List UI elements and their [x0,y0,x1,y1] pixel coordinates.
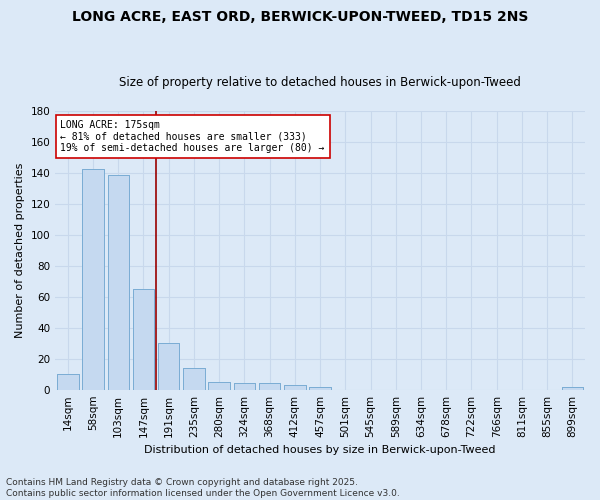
Bar [183,368,205,390]
Title: Size of property relative to detached houses in Berwick-upon-Tweed: Size of property relative to detached ho… [119,76,521,90]
Bar [310,386,331,390]
Bar [208,382,230,390]
Bar [259,384,280,390]
Bar [208,382,230,390]
Text: Contains HM Land Registry data © Crown copyright and database right 2025.
Contai: Contains HM Land Registry data © Crown c… [6,478,400,498]
Bar [233,384,255,390]
Bar [562,386,583,390]
Bar [82,168,104,390]
Bar [284,385,305,390]
Bar [82,168,104,390]
Bar [310,386,331,390]
Text: LONG ACRE: 175sqm
← 81% of detached houses are smaller (333)
19% of semi-detache: LONG ACRE: 175sqm ← 81% of detached hous… [61,120,325,153]
Bar [133,289,154,390]
Bar [233,384,255,390]
Y-axis label: Number of detached properties: Number of detached properties [15,163,25,338]
Text: LONG ACRE, EAST ORD, BERWICK-UPON-TWEED, TD15 2NS: LONG ACRE, EAST ORD, BERWICK-UPON-TWEED,… [72,10,528,24]
Bar [562,386,583,390]
Bar [57,374,79,390]
Bar [133,289,154,390]
Bar [57,374,79,390]
Bar [183,368,205,390]
Bar [107,175,129,390]
Bar [284,385,305,390]
Bar [158,344,179,390]
Bar [259,384,280,390]
X-axis label: Distribution of detached houses by size in Berwick-upon-Tweed: Distribution of detached houses by size … [145,445,496,455]
Bar [158,344,179,390]
Bar [107,175,129,390]
